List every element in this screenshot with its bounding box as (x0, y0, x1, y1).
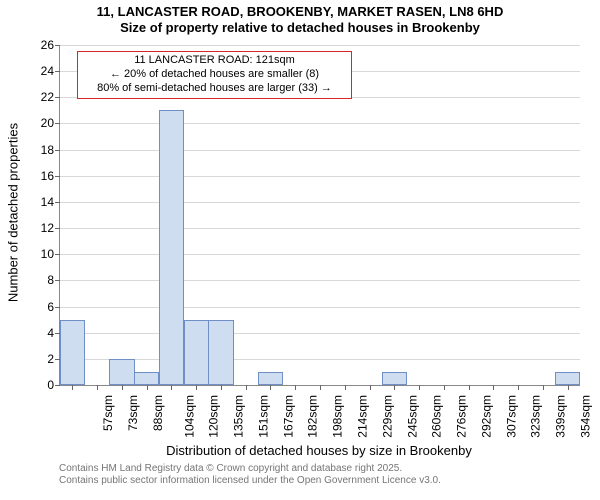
xtick-mark (171, 385, 172, 390)
chart-title: 11, LANCASTER ROAD, BROOKENBY, MARKET RA… (0, 0, 600, 35)
gridline (60, 307, 580, 308)
x-axis-label: Distribution of detached houses by size … (59, 443, 579, 458)
xtick-mark (543, 385, 544, 390)
ytick-label: 24 (41, 64, 60, 78)
xtick-label: 229sqm (380, 395, 394, 438)
xtick-mark (568, 385, 569, 390)
ytick-label: 18 (41, 143, 60, 157)
xtick-label: 354sqm (579, 395, 593, 438)
xtick-label: 292sqm (480, 395, 494, 438)
xtick-label: 182sqm (306, 395, 320, 438)
annotation-line-3: 80% of semi-detached houses are larger (… (82, 82, 347, 96)
xtick-mark (370, 385, 371, 390)
bar (184, 320, 209, 385)
xtick-mark (394, 385, 395, 390)
ytick-label: 22 (41, 90, 60, 104)
xtick-mark (320, 385, 321, 390)
xtick-label: 104sqm (182, 395, 196, 438)
xtick-label: 245sqm (405, 395, 419, 438)
bar (109, 359, 134, 385)
xtick-label: 276sqm (455, 395, 469, 438)
bar (134, 372, 159, 385)
gridline (60, 150, 580, 151)
footnote: Contains HM Land Registry data © Crown c… (59, 463, 441, 487)
bar (555, 372, 580, 385)
xtick-label: 167sqm (281, 395, 295, 438)
xtick-mark (295, 385, 296, 390)
ytick-label: 14 (41, 195, 60, 209)
xtick-mark (72, 385, 73, 390)
gridline (60, 123, 580, 124)
ytick-label: 4 (47, 326, 60, 340)
xtick-label: 260sqm (430, 395, 444, 438)
xtick-mark (246, 385, 247, 390)
xtick-label: 151sqm (257, 395, 271, 438)
xtick-label: 88sqm (151, 395, 165, 431)
bar (159, 110, 184, 385)
xtick-label: 307sqm (504, 395, 518, 438)
gridline (60, 176, 580, 177)
xtick-label: 120sqm (207, 395, 221, 438)
gridline (60, 202, 580, 203)
title-line-1: 11, LANCASTER ROAD, BROOKENBY, MARKET RA… (0, 4, 600, 20)
annotation-box: 11 LANCASTER ROAD: 121sqm ← 20% of detac… (77, 51, 352, 99)
xtick-label: 73sqm (126, 395, 140, 431)
annotation-line-1: 11 LANCASTER ROAD: 121sqm (82, 54, 347, 68)
gridline (60, 359, 580, 360)
bar (208, 320, 233, 385)
annotation-line-2: ← 20% of detached houses are smaller (8) (82, 68, 347, 82)
bar (60, 320, 85, 385)
xtick-label: 135sqm (232, 395, 246, 438)
gridline (60, 254, 580, 255)
xtick-mark (518, 385, 519, 390)
xtick-mark (147, 385, 148, 390)
xtick-mark (493, 385, 494, 390)
xtick-mark (221, 385, 222, 390)
gridline (60, 228, 580, 229)
xtick-label: 198sqm (331, 395, 345, 438)
footnote-line-2: Contains public sector information licen… (59, 475, 441, 487)
footnote-line-1: Contains HM Land Registry data © Crown c… (59, 463, 441, 475)
ytick-label: 8 (47, 273, 60, 287)
xtick-mark (419, 385, 420, 390)
gridline (60, 280, 580, 281)
ytick-label: 20 (41, 116, 60, 130)
ytick-label: 10 (41, 247, 60, 261)
xtick-mark (122, 385, 123, 390)
xtick-label: 323sqm (529, 395, 543, 438)
bar (382, 372, 407, 385)
xtick-mark (469, 385, 470, 390)
xtick-label: 339sqm (554, 395, 568, 438)
gridline (60, 45, 580, 46)
xtick-mark (345, 385, 346, 390)
xtick-mark (196, 385, 197, 390)
ytick-label: 12 (41, 221, 60, 235)
ytick-label: 6 (47, 300, 60, 314)
gridline (60, 333, 580, 334)
xtick-label: 214sqm (356, 395, 370, 438)
xtick-mark (270, 385, 271, 390)
ytick-label: 0 (47, 378, 60, 392)
ytick-label: 2 (47, 352, 60, 366)
title-line-2: Size of property relative to detached ho… (0, 20, 600, 36)
ytick-label: 26 (41, 38, 60, 52)
bar (258, 372, 283, 385)
xtick-label: 57sqm (101, 395, 115, 431)
xtick-mark (444, 385, 445, 390)
ytick-label: 16 (41, 169, 60, 183)
xtick-mark (97, 385, 98, 390)
y-axis-label: Number of detached properties (6, 113, 21, 313)
